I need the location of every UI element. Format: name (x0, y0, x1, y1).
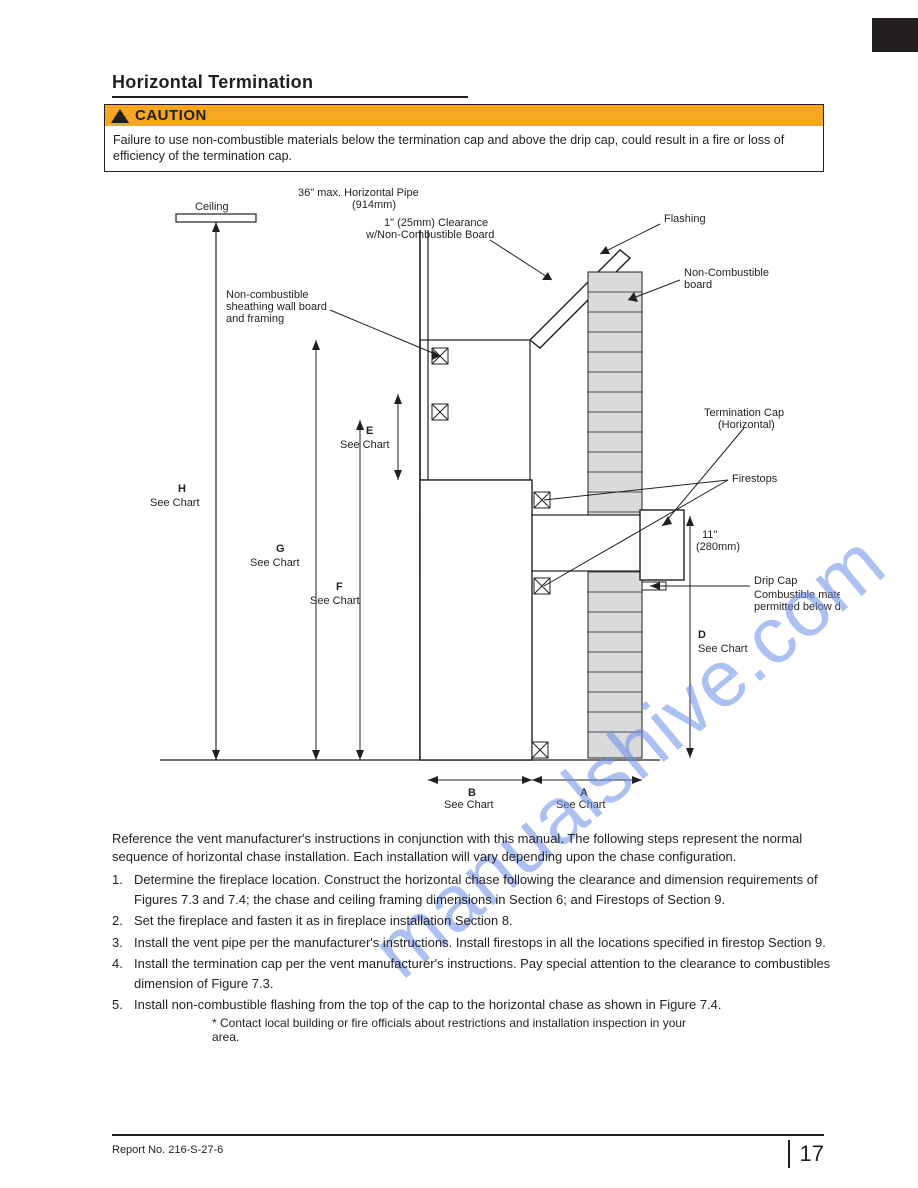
svg-text:See Chart: See Chart (310, 595, 360, 607)
heading-underline (112, 96, 468, 98)
svg-text:D: D (698, 629, 706, 641)
svg-text:Ceiling: Ceiling (195, 201, 229, 213)
caution-header: CAUTION (105, 105, 823, 126)
svg-text:Non-combustible: Non-combustible (226, 289, 309, 301)
svg-text:See Chart: See Chart (250, 557, 300, 569)
svg-text:Termination Cap: Termination Cap (704, 407, 784, 419)
svg-text:F: F (336, 581, 343, 593)
step-row: 3.Install the vent pipe per the manufact… (112, 933, 832, 953)
svg-text:H: H (178, 483, 186, 495)
step-row: 1.Determine the fireplace location. Cons… (112, 870, 832, 909)
footer-rule (112, 1134, 824, 1136)
page-root: Horizontal Termination CAUTION Failure t… (0, 0, 918, 1188)
svg-text:Flashing: Flashing (664, 213, 706, 225)
svg-text:Firestops: Firestops (732, 473, 778, 485)
svg-text:(914mm): (914mm) (352, 199, 396, 211)
svg-text:Combustible materials: Combustible materials (754, 589, 840, 601)
svg-text:See Chart: See Chart (150, 497, 200, 509)
installation-diagram: Ceiling H See Chart (120, 180, 840, 820)
svg-text:G: G (276, 543, 285, 555)
caution-body: Failure to use non-combustible materials… (105, 126, 823, 171)
svg-text:(280mm): (280mm) (696, 541, 740, 553)
step-row: 5.Install non-combustible flashing from … (112, 995, 832, 1015)
footer-bar-icon (788, 1140, 790, 1168)
svg-text:B: B (468, 787, 476, 799)
svg-text:1" (25mm) Clearance: 1" (25mm) Clearance (384, 217, 488, 229)
caution-box: CAUTION Failure to use non-combustible m… (104, 104, 824, 172)
svg-text:See Chart: See Chart (556, 799, 606, 811)
svg-text:and framing: and framing (226, 313, 284, 325)
step-row: 4.Install the termination cap per the ve… (112, 954, 832, 993)
footer-report-no: Report No. 216-S-27-6 (112, 1144, 223, 1156)
svg-text:(Horizontal): (Horizontal) (718, 419, 775, 431)
svg-text:board: board (684, 279, 712, 291)
footer-page: 17 (778, 1140, 824, 1168)
svg-text:Non-Combustible: Non-Combustible (684, 267, 769, 279)
svg-text:permitted below drip cap: permitted below drip cap (754, 601, 840, 613)
svg-text:See Chart: See Chart (340, 439, 390, 451)
corner-tab (872, 18, 918, 52)
section-heading: Horizontal Termination (112, 72, 313, 93)
steps-list: 1.Determine the fireplace location. Cons… (112, 870, 832, 1017)
svg-text:Drip Cap: Drip Cap (754, 575, 797, 587)
svg-text:E: E (366, 425, 373, 437)
warning-triangle-icon (111, 109, 129, 123)
page-number: 17 (800, 1141, 824, 1167)
svg-text:See Chart: See Chart (698, 643, 748, 655)
asterisk-note: * Contact local building or fire officia… (212, 1016, 692, 1044)
svg-text:sheathing wall board: sheathing wall board (226, 301, 327, 313)
intro-paragraph: Reference the vent manufacturer's instru… (112, 830, 812, 865)
svg-text:See Chart: See Chart (444, 799, 494, 811)
svg-text:w/Non-Combustible Board: w/Non-Combustible Board (365, 229, 494, 241)
caution-label: CAUTION (135, 107, 207, 124)
svg-text:36" max. Horizontal Pipe: 36" max. Horizontal Pipe (298, 187, 419, 199)
svg-text:A: A (580, 787, 588, 799)
step-row: 2.Set the fireplace and fasten it as in … (112, 911, 832, 931)
svg-text:11": 11" (702, 529, 717, 541)
